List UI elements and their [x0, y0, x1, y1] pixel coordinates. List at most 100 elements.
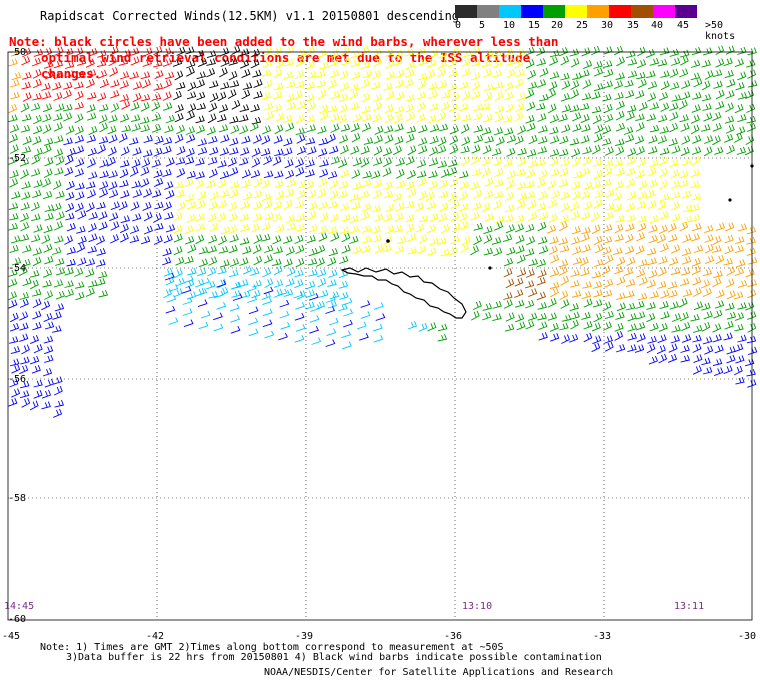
wind-barb — [76, 243, 86, 253]
wind-barb — [305, 280, 316, 290]
wind-barb — [681, 247, 692, 257]
wind-barb — [229, 80, 240, 88]
wind-barb — [693, 324, 703, 333]
wind-barb — [229, 258, 240, 267]
wind-barb — [744, 358, 755, 367]
wind-barb — [55, 190, 65, 199]
wind-barb — [340, 123, 351, 132]
wind-barb — [252, 244, 262, 255]
wind-barb — [747, 311, 757, 320]
wind-barb — [725, 278, 735, 288]
wind-barb — [53, 71, 64, 80]
wind-barb — [42, 190, 53, 200]
lon-label-42: -42 — [146, 631, 165, 642]
wind-barb — [580, 211, 591, 220]
wind-barb — [448, 192, 458, 202]
wind-barb — [151, 189, 162, 198]
wind-barb — [495, 215, 505, 224]
wind-barb — [362, 70, 373, 79]
wind-barb — [109, 45, 119, 56]
wind-barb — [601, 265, 611, 276]
wind-barb — [712, 358, 723, 367]
wind-barb — [327, 257, 337, 267]
wind-barb — [746, 369, 756, 377]
wind-barb — [119, 168, 129, 179]
wind-barb — [406, 125, 417, 134]
wind-barb — [679, 179, 689, 188]
wind-barb — [735, 236, 745, 245]
wind-barb — [273, 265, 283, 276]
wind-barb — [43, 47, 53, 58]
wind-barb — [280, 321, 291, 330]
wind-barb — [549, 281, 560, 289]
wind-barb — [218, 67, 228, 78]
wind-barb — [746, 115, 757, 124]
wind-barb — [338, 180, 349, 189]
wind-barb — [66, 222, 76, 232]
wind-barb — [360, 157, 370, 168]
wind-barb — [99, 159, 109, 168]
wind-barb — [273, 90, 283, 100]
wind-barb — [294, 234, 304, 244]
wind-barb — [21, 56, 31, 66]
wind-barb — [285, 278, 295, 287]
wind-barb — [625, 202, 636, 212]
wind-barb — [151, 101, 161, 112]
wind-barb — [515, 245, 525, 255]
wind-barb — [108, 170, 118, 179]
wind-barb — [669, 102, 679, 111]
wind-barb — [407, 320, 417, 330]
wind-barb — [506, 246, 516, 256]
wind-barb — [747, 289, 757, 299]
wind-barb — [65, 191, 75, 201]
wind-barb — [449, 246, 458, 256]
wind-barb — [561, 314, 572, 322]
wind-barb — [426, 59, 437, 68]
wind-barb — [343, 308, 354, 317]
wind-barb — [175, 256, 185, 266]
wind-barb — [181, 286, 192, 294]
wind-barb — [307, 211, 317, 220]
legend-swatch — [521, 5, 543, 18]
wind-barb — [671, 94, 682, 102]
wind-barb — [537, 269, 547, 278]
wind-barb — [42, 178, 51, 188]
wind-barb — [305, 301, 315, 310]
wind-barb — [724, 234, 734, 244]
wind-barb — [350, 50, 360, 59]
wind-barb — [219, 189, 230, 198]
wind-barb — [143, 188, 152, 198]
wind-barb — [21, 181, 31, 190]
wind-barb — [680, 146, 690, 157]
wind-barb — [647, 200, 657, 210]
wind-barb — [613, 265, 624, 275]
wind-barb — [64, 288, 74, 298]
wind-barb — [627, 147, 637, 157]
wind-barb — [690, 169, 700, 178]
wind-barb — [361, 178, 372, 188]
wind-barb — [394, 212, 404, 223]
wind-barb — [9, 170, 19, 179]
wind-barb — [8, 202, 19, 210]
wind-barb — [53, 148, 63, 158]
wind-barb — [32, 78, 42, 89]
wind-barb — [294, 334, 305, 343]
wind-barb — [679, 221, 689, 232]
wind-barb — [132, 147, 142, 156]
south-georgia-island — [340, 267, 467, 319]
wind-barb — [483, 234, 493, 244]
wind-barb — [31, 213, 41, 222]
wind-barb — [97, 270, 108, 279]
wind-barb — [514, 111, 524, 122]
wind-barb — [671, 244, 681, 254]
wind-barb — [472, 201, 482, 211]
wind-barb — [250, 58, 260, 69]
wind-barb — [371, 81, 381, 90]
wind-barb — [416, 47, 426, 56]
wind-barb — [242, 191, 253, 201]
wind-barb — [580, 190, 590, 200]
wind-barb — [625, 50, 636, 59]
wind-speed-legend: 0 5 10 15 20 25 30 35 40 45 >50 knots — [455, 5, 735, 42]
wind-barb — [701, 302, 711, 311]
wind-barb — [658, 224, 668, 235]
